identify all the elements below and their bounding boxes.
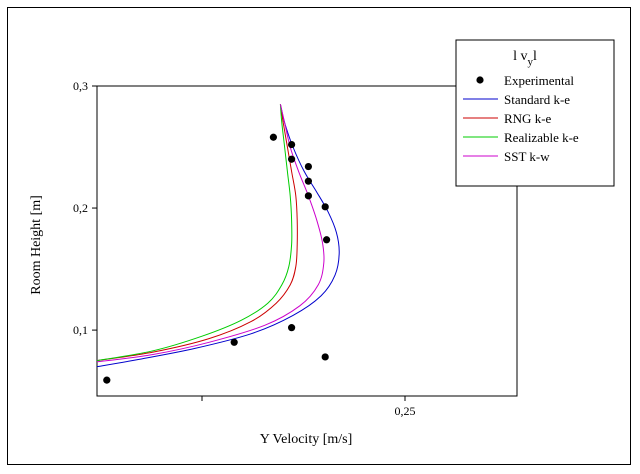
legend-title-main: l v <box>513 49 527 64</box>
series-line-sst-k-w <box>96 104 325 363</box>
legend-label-standard-k-e: Standard k-e <box>504 92 570 107</box>
experimental-point <box>288 140 296 149</box>
experimental-point <box>103 376 111 384</box>
legend-label-sst-k-w: SST k-w <box>504 149 550 164</box>
experimental-point <box>304 162 312 171</box>
experimental-point <box>323 236 331 244</box>
series-lines <box>96 104 340 368</box>
experimental-points <box>103 133 331 384</box>
y-tick-label: 0,1 <box>73 323 88 337</box>
experimental-point <box>321 203 329 211</box>
y-axis-label: Room Height [m] <box>29 195 44 295</box>
legend-label-realizable-k-e: Realizable k-e <box>504 130 579 145</box>
legend-items: Experimental Standard k-e RNG k-e Realizabl… <box>463 73 579 164</box>
plot-area <box>96 85 518 397</box>
experimental-point <box>321 353 329 361</box>
y-tick-label: 0,3 <box>73 79 88 93</box>
experimental-point <box>288 324 296 332</box>
axis-ticks: 0,1 0,2 0,3 0,25 <box>73 79 416 418</box>
legend: l vyl Experimental Standard k-e RNG k-e Rea… <box>455 39 615 187</box>
x-tick-label: 0,25 <box>395 404 416 418</box>
series-line-realizable-k-e <box>96 104 293 362</box>
experimental-point <box>304 177 312 185</box>
experimental-point <box>304 192 312 200</box>
legend-title: l vyl <box>513 49 537 68</box>
legend-label-experimental: Experimental <box>504 73 574 88</box>
experimental-point <box>230 338 238 346</box>
legend-box <box>455 39 615 187</box>
y-tick-label: 0,2 <box>73 201 88 215</box>
legend-title-tail: l <box>533 49 537 64</box>
legend-label-rng-k-e: RNG k-e <box>504 111 552 126</box>
series-line-rng-k-e <box>96 104 298 362</box>
x-axis-label: Y Velocity [m/s] <box>260 432 353 447</box>
experimental-point <box>269 133 277 141</box>
experimental-point <box>288 155 296 163</box>
legend-marker-experimental <box>476 76 484 84</box>
legend-title-sub: y <box>528 56 534 68</box>
series-line-standard-k-e <box>96 104 340 368</box>
